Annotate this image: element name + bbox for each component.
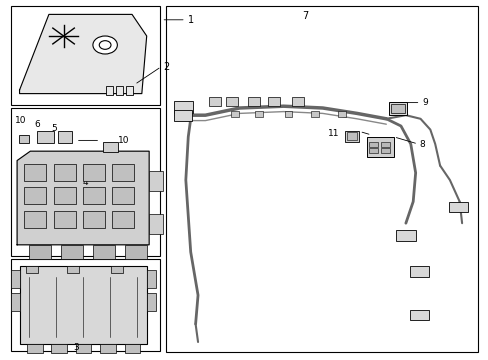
- Bar: [27, 344, 42, 353]
- Text: 4: 4: [82, 179, 88, 188]
- Bar: [388, 102, 407, 115]
- Bar: [111, 266, 123, 273]
- Bar: [146, 270, 155, 288]
- Bar: [20, 266, 146, 344]
- Bar: [248, 97, 260, 106]
- Bar: [67, 266, 79, 273]
- Bar: [83, 211, 105, 228]
- Bar: [448, 202, 468, 212]
- Bar: [11, 6, 160, 105]
- Bar: [390, 104, 404, 113]
- Bar: [380, 142, 389, 147]
- Bar: [54, 187, 76, 204]
- Bar: [230, 111, 238, 117]
- Bar: [173, 110, 192, 121]
- Text: 6: 6: [34, 120, 40, 129]
- Bar: [346, 132, 356, 140]
- Text: 7: 7: [302, 11, 308, 21]
- Bar: [409, 266, 428, 277]
- Bar: [124, 245, 146, 259]
- Bar: [344, 131, 359, 142]
- Bar: [368, 142, 377, 147]
- Text: 10: 10: [15, 116, 26, 125]
- Bar: [146, 293, 155, 311]
- Bar: [19, 135, 29, 143]
- Bar: [24, 187, 46, 204]
- Bar: [112, 164, 134, 181]
- Circle shape: [99, 41, 111, 49]
- Bar: [149, 171, 163, 191]
- Bar: [311, 111, 319, 117]
- Bar: [11, 259, 160, 351]
- Bar: [24, 164, 46, 181]
- Bar: [149, 214, 163, 234]
- Bar: [54, 164, 76, 181]
- Bar: [409, 310, 428, 320]
- Bar: [267, 97, 279, 106]
- Text: 2: 2: [163, 62, 169, 72]
- Bar: [76, 344, 91, 353]
- Bar: [395, 230, 415, 241]
- Text: 3: 3: [73, 343, 79, 352]
- Text: 1: 1: [188, 15, 194, 25]
- Circle shape: [93, 36, 117, 54]
- Bar: [284, 111, 292, 117]
- Bar: [226, 97, 238, 106]
- Bar: [380, 148, 389, 153]
- Bar: [116, 86, 123, 95]
- Bar: [54, 211, 76, 228]
- Bar: [29, 245, 51, 259]
- Bar: [24, 211, 46, 228]
- Bar: [100, 344, 116, 353]
- Bar: [255, 111, 263, 117]
- Bar: [11, 108, 160, 256]
- Bar: [26, 266, 38, 273]
- Polygon shape: [17, 151, 149, 245]
- Bar: [368, 148, 377, 153]
- Bar: [338, 111, 346, 117]
- Bar: [11, 270, 20, 288]
- Bar: [124, 344, 140, 353]
- Bar: [83, 187, 105, 204]
- Bar: [112, 211, 134, 228]
- Bar: [93, 245, 115, 259]
- Bar: [102, 142, 118, 152]
- Bar: [166, 6, 477, 352]
- Bar: [58, 131, 72, 143]
- Bar: [366, 137, 393, 157]
- Bar: [209, 97, 221, 106]
- Text: 5: 5: [51, 125, 57, 134]
- Bar: [112, 187, 134, 204]
- Bar: [83, 164, 105, 181]
- Bar: [37, 131, 54, 143]
- Text: 10: 10: [118, 136, 130, 145]
- Text: 8: 8: [419, 140, 425, 149]
- Bar: [173, 101, 193, 113]
- Text: 9: 9: [421, 98, 427, 107]
- Bar: [51, 344, 67, 353]
- Text: 11: 11: [327, 129, 339, 138]
- Bar: [292, 97, 304, 106]
- Bar: [61, 245, 83, 259]
- Bar: [125, 86, 133, 95]
- Polygon shape: [20, 14, 146, 94]
- Bar: [11, 293, 20, 311]
- Bar: [106, 86, 113, 95]
